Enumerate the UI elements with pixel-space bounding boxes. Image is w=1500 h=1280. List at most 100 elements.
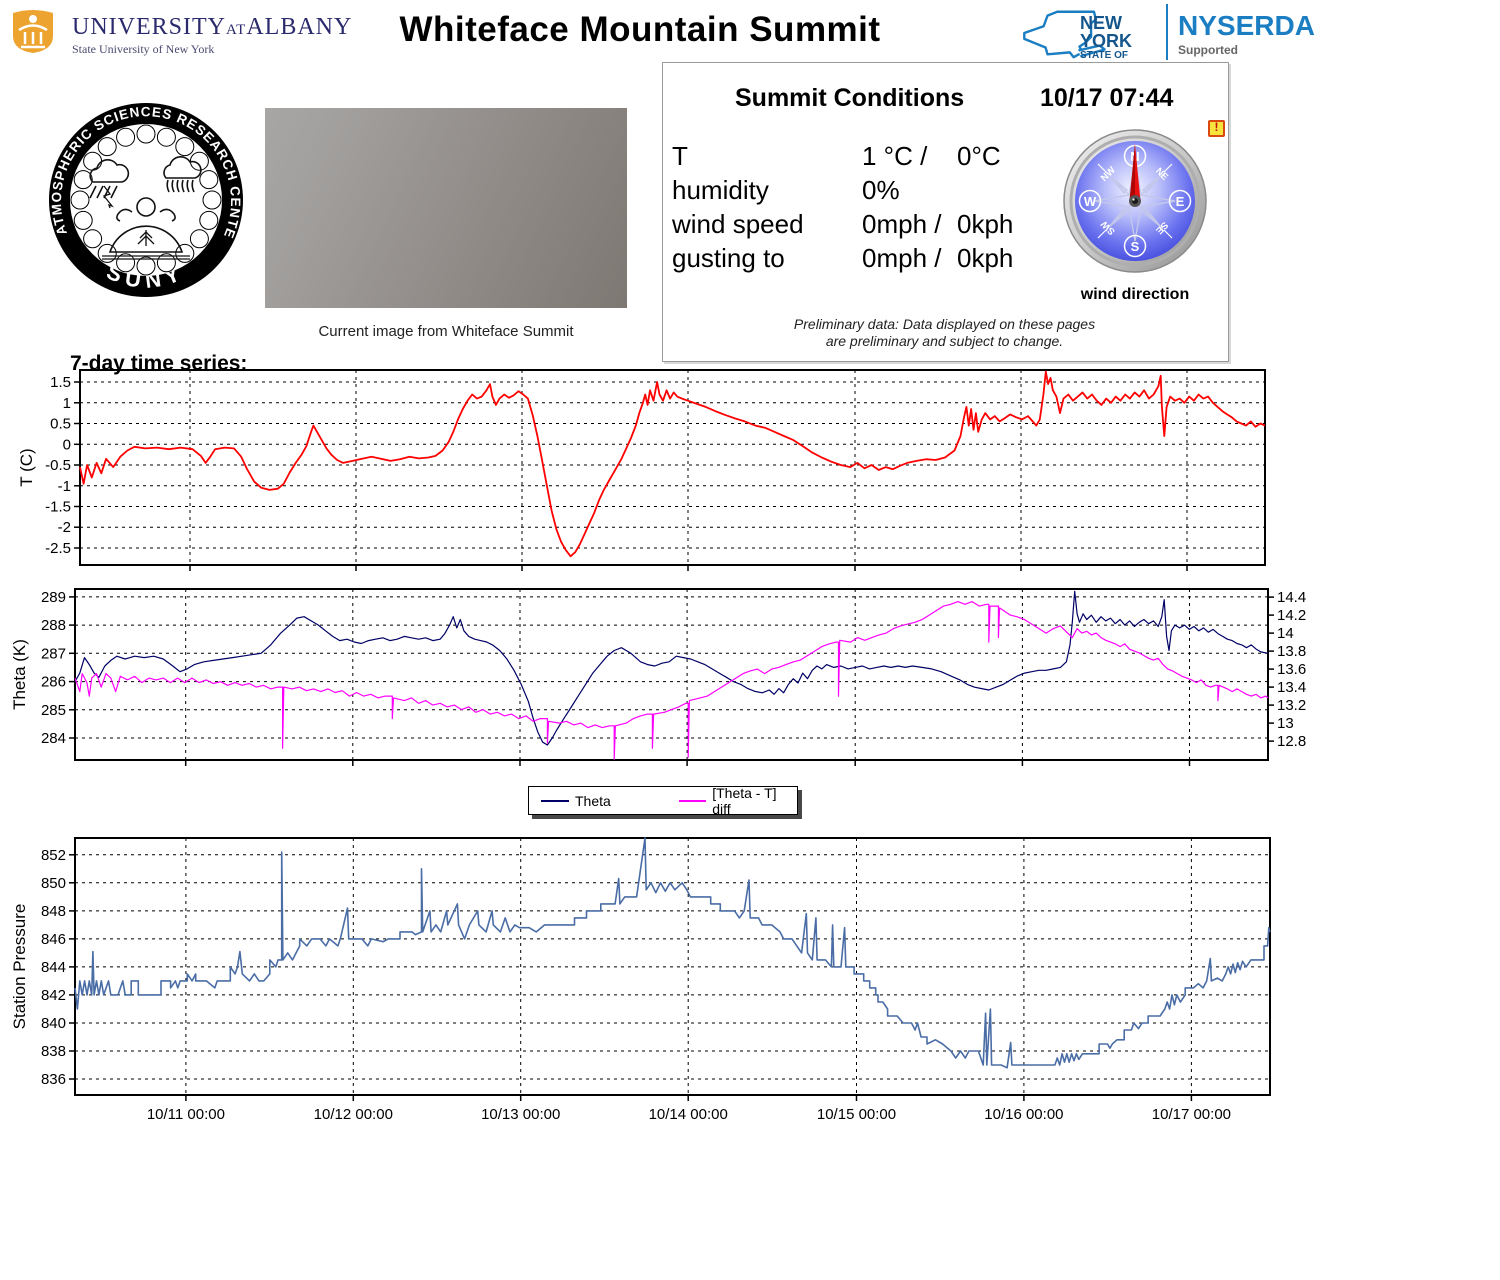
svg-text:10/11 00:00: 10/11 00:00 — [147, 1106, 225, 1123]
nyserda-brand: NYSERDA — [1178, 10, 1315, 41]
svg-text:1.5: 1.5 — [50, 374, 71, 391]
svg-text:Station Pressure: Station Pressure — [10, 904, 29, 1030]
svg-text:840: 840 — [41, 1015, 66, 1032]
theta-chart-legend: Theta [Theta - T] diff — [528, 784, 798, 817]
condition-row-wind-speed: wind speed 0mph / 0kph — [672, 209, 1232, 243]
ualbany-word2: AT — [226, 22, 247, 38]
webcam-caption: Current image from Whiteface Summit — [318, 323, 574, 340]
svg-text:-2.5: -2.5 — [45, 540, 71, 557]
svg-text:-1: -1 — [58, 478, 71, 495]
svg-text:284: 284 — [41, 730, 66, 747]
disclaimer-line2: are preliminary and subject to change. — [825, 333, 1064, 349]
svg-text:12.8: 12.8 — [1277, 733, 1306, 750]
ualbany-shield-icon — [13, 10, 53, 53]
svg-text:13: 13 — [1277, 715, 1294, 732]
compass-label: wind direction — [1080, 286, 1190, 303]
svg-text:287: 287 — [41, 645, 66, 662]
svg-text:-2: -2 — [58, 519, 71, 536]
temperature-value-c1: 1 °C / — [862, 141, 928, 171]
asrc-weather-art — [89, 156, 202, 260]
theta-line-swatch — [541, 799, 569, 802]
condition-row-gusting: gusting to 0mph / 0kph — [672, 243, 1232, 277]
warning-icon — [1208, 120, 1225, 137]
nys-line2: STATE OF — [1080, 50, 1128, 61]
humidity-label: humidity — [672, 175, 769, 205]
svg-text:13.4: 13.4 — [1277, 679, 1306, 696]
temperature-chart: 1.5 1 0.5 0 -0.5 -1 -1.5 -2 -2.5 T (C) — [17, 369, 1266, 571]
ualbany-wordmark: UNIVERSITYATALBANY State University of N… — [72, 14, 352, 57]
svg-text:846: 846 — [41, 931, 66, 948]
conditions-timestamp: 10/17 07:44 — [1040, 84, 1174, 112]
svg-text:-1.5: -1.5 — [45, 499, 71, 516]
pressure-chart: 852 850 848 846 844 842 840 838 836 10/11 00:00 10… — [10, 837, 1271, 1123]
legend-theta-label: Theta — [575, 792, 611, 809]
gusting-kph: 0kph — [957, 243, 1014, 273]
svg-text:850: 850 — [41, 875, 66, 892]
svg-text:285: 285 — [41, 702, 66, 719]
wind-speed-kph: 0kph — [957, 209, 1014, 239]
svg-text:10/12 00:00: 10/12 00:00 — [314, 1106, 393, 1123]
svg-text:286: 286 — [41, 674, 66, 691]
gusting-mph: 0mph / — [862, 243, 942, 273]
svg-text:13.8: 13.8 — [1277, 643, 1306, 660]
legend-item-diff: [Theta - T] diff — [678, 784, 797, 817]
humidity-value: 0% — [862, 175, 900, 205]
diff-line-swatch — [678, 799, 707, 802]
svg-text:289: 289 — [41, 589, 66, 606]
asrc-scallop-ring — [70, 124, 222, 276]
ualbany-word1: UNIVERSITY — [72, 14, 226, 40]
svg-text:842: 842 — [41, 987, 66, 1004]
temperature-label: T — [672, 141, 688, 171]
compass-star — [1094, 160, 1176, 242]
page-title: Whiteface Mountain Summit — [399, 10, 881, 49]
compass-e: E — [1176, 194, 1185, 209]
legend-diff-label: [Theta - T] diff — [712, 784, 777, 817]
new-york-state-icon — [1023, 10, 1106, 59]
condition-row-temperature: T 1 °C / 0°C — [672, 141, 1232, 175]
nyserda-tag: Supported — [1178, 43, 1238, 57]
svg-text:0: 0 — [63, 436, 71, 453]
ualbany-logo: UNIVERSITYATALBANY State University of N… — [10, 6, 351, 58]
svg-text:14.4: 14.4 — [1277, 589, 1306, 606]
asrc-logo: ATMOSPHERIC SCIENCES RESEARCH CENTER SUN… — [45, 88, 243, 297]
wind-direction-compass: N E S W NW NE SW SE — [1063, 129, 1207, 273]
nyserda-logo: NEW YORK STATE OF OPPORTUNITY. NYSERDA S… — [1018, 2, 1488, 72]
preliminary-disclaimer: Preliminary data: Data displayed on thes… — [672, 316, 1217, 350]
compass-w: W — [1084, 194, 1097, 209]
svg-text:1: 1 — [63, 395, 71, 412]
nys-line1: NEW YORK — [1080, 13, 1133, 51]
wind-speed-mph: 0mph / — [862, 209, 942, 239]
svg-text:T (C): T (C) — [17, 448, 36, 486]
condition-row-humidity: humidity 0% — [672, 175, 1232, 209]
svg-text:10/17 00:00: 10/17 00:00 — [1152, 1106, 1231, 1123]
conditions-title: Summit Conditions — [735, 84, 965, 112]
disclaimer-line1: Preliminary data: Data displayed on thes… — [793, 316, 1096, 332]
svg-text:836: 836 — [41, 1071, 66, 1088]
ualbany-word3: ALBANY — [246, 14, 353, 40]
temperature-value-c2: 0°C — [957, 141, 1001, 171]
svg-text:-0.5: -0.5 — [45, 457, 71, 474]
svg-text:14.2: 14.2 — [1277, 607, 1306, 624]
theta-chart: 289 288 287 286 285 284 14.414.21413.813.613.4… — [10, 588, 1306, 766]
svg-text:13.2: 13.2 — [1277, 697, 1306, 714]
svg-text:838: 838 — [41, 1043, 66, 1060]
webcam-image — [265, 108, 627, 308]
gusting-label: gusting to — [672, 243, 785, 273]
svg-text:844: 844 — [41, 959, 66, 976]
svg-text:848: 848 — [41, 903, 66, 920]
wind-speed-label: wind speed — [672, 209, 804, 239]
svg-text:852: 852 — [41, 847, 66, 864]
compass-s: S — [1131, 239, 1140, 254]
svg-text:0.5: 0.5 — [50, 416, 71, 433]
svg-text:14: 14 — [1277, 625, 1294, 642]
svg-text:Theta (K): Theta (K) — [10, 639, 29, 710]
svg-text:10/14 00:00: 10/14 00:00 — [649, 1106, 728, 1123]
legend-item-theta: Theta — [541, 793, 611, 809]
compass-ticks — [1097, 163, 1173, 239]
svg-text:288: 288 — [41, 617, 66, 634]
ualbany-subtitle: State University of New York — [72, 42, 215, 56]
svg-text:10/16 00:00: 10/16 00:00 — [984, 1106, 1063, 1123]
nyserda-divider — [1166, 4, 1168, 60]
compass-needle — [1129, 144, 1141, 207]
